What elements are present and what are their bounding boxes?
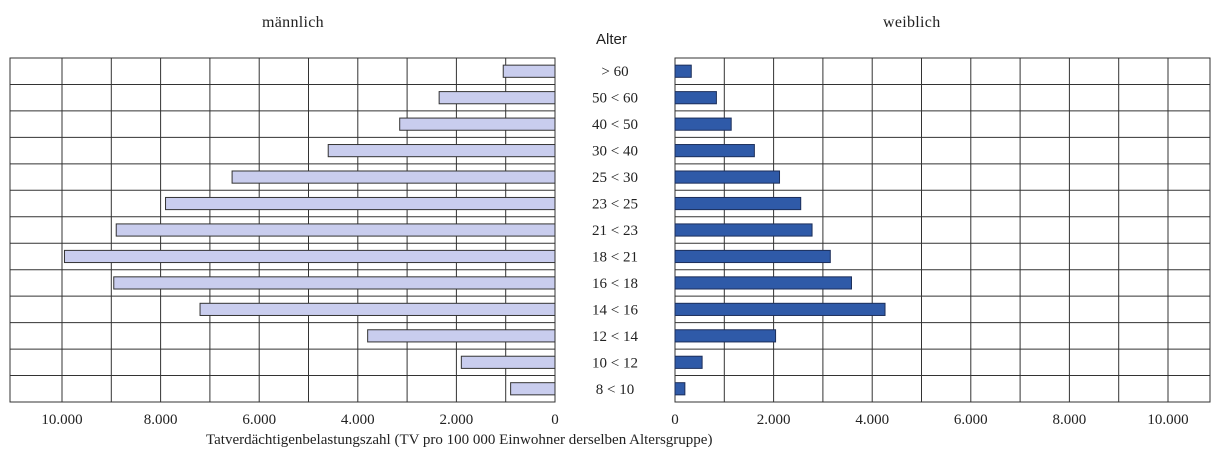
bar-male bbox=[367, 329, 556, 343]
category-label: 23 < 25 bbox=[592, 197, 638, 213]
bar-female bbox=[674, 382, 686, 396]
category-label: 21 < 23 bbox=[592, 223, 638, 239]
category-label: 14 < 16 bbox=[592, 302, 638, 318]
bar-male bbox=[460, 355, 556, 369]
x-axis-label: Tatverdächtigenbelastungszahl (TV pro 10… bbox=[206, 432, 713, 448]
right-tick-label: 6.000 bbox=[954, 412, 988, 428]
right-tick-label: 8.000 bbox=[1053, 412, 1087, 428]
bar-male bbox=[199, 302, 556, 316]
bar-female bbox=[674, 329, 777, 343]
left-tick-label: 6.000 bbox=[242, 412, 276, 428]
left-tick-label: 0 bbox=[551, 412, 559, 428]
bar-female bbox=[674, 117, 732, 131]
category-label: 18 < 21 bbox=[592, 249, 638, 265]
category-label: 25 < 30 bbox=[592, 170, 638, 186]
bar-male bbox=[115, 223, 556, 237]
series-title-male: männlich bbox=[262, 14, 324, 31]
left-tick-label: 2.000 bbox=[440, 412, 474, 428]
bar-female bbox=[674, 276, 852, 290]
right-tick-label: 4.000 bbox=[855, 412, 889, 428]
category-axis-title: Alter bbox=[596, 31, 627, 48]
bar-male bbox=[165, 196, 556, 211]
bar-female bbox=[674, 249, 831, 264]
bar-male bbox=[502, 64, 556, 78]
bar-female bbox=[674, 170, 781, 184]
bar-male bbox=[399, 117, 556, 131]
category-label: > 60 bbox=[601, 64, 628, 80]
left-tick-label: 4.000 bbox=[341, 412, 375, 428]
category-label: 30 < 40 bbox=[592, 144, 638, 160]
right-tick-label: 0 bbox=[671, 412, 679, 428]
bar-female bbox=[674, 355, 703, 369]
bar-male bbox=[510, 382, 556, 396]
bar-female bbox=[674, 196, 802, 211]
bar-male bbox=[231, 170, 556, 184]
bar-male bbox=[63, 249, 556, 264]
bar-male bbox=[113, 276, 556, 290]
category-label: 16 < 18 bbox=[592, 276, 638, 292]
category-label: 12 < 14 bbox=[592, 329, 638, 345]
bar-male bbox=[438, 91, 556, 105]
left-tick-label: 10.000 bbox=[41, 412, 82, 428]
bar-female bbox=[674, 302, 886, 316]
series-title-female: weiblich bbox=[883, 14, 941, 31]
bar-female bbox=[674, 91, 717, 105]
left-tick-label: 8.000 bbox=[144, 412, 178, 428]
bar-male bbox=[327, 144, 556, 158]
bar-female bbox=[674, 223, 813, 237]
category-label: 50 < 60 bbox=[592, 91, 638, 107]
right-tick-label: 10.000 bbox=[1147, 412, 1188, 428]
right-tick-label: 2.000 bbox=[757, 412, 791, 428]
bar-female bbox=[674, 64, 692, 78]
category-label: 10 < 12 bbox=[592, 355, 638, 371]
bar-female bbox=[674, 144, 755, 158]
category-label: 40 < 50 bbox=[592, 117, 638, 133]
category-label: 8 < 10 bbox=[596, 382, 634, 398]
